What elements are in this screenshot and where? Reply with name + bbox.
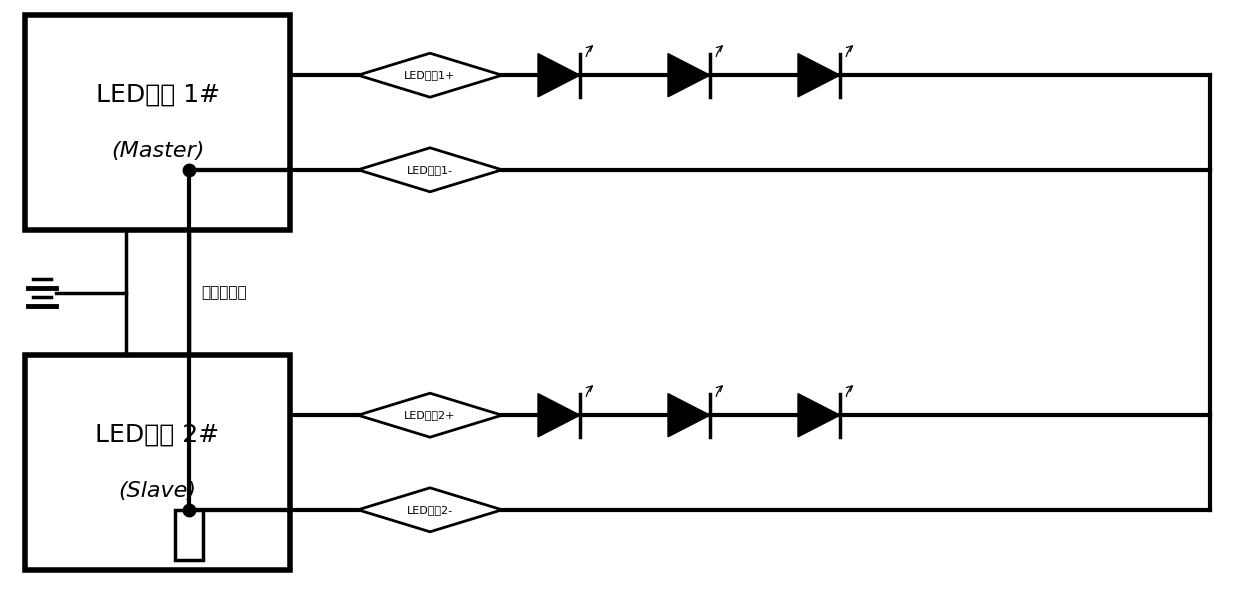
Bar	[25, 355, 290, 570]
Polygon shape	[358, 488, 502, 532]
Bar	[25, 15, 290, 230]
Polygon shape	[358, 53, 502, 97]
Polygon shape	[358, 393, 502, 437]
Text: LED电源2+: LED电源2+	[404, 410, 456, 420]
Polygon shape	[668, 394, 711, 437]
Polygon shape	[799, 394, 839, 437]
Text: LED电源 1#: LED电源 1#	[95, 83, 219, 107]
Text: LED电戈2-: LED电戈2-	[407, 505, 453, 515]
Polygon shape	[538, 394, 580, 437]
Text: LED电源1+: LED电源1+	[404, 70, 455, 80]
Text: LED电源1-: LED电源1-	[407, 165, 453, 175]
Text: 同步信号线: 同步信号线	[201, 285, 247, 300]
Polygon shape	[538, 54, 580, 97]
Polygon shape	[668, 54, 711, 97]
Polygon shape	[799, 54, 839, 97]
Text: LED电源 2#: LED电源 2#	[95, 422, 219, 447]
Bar	[175, 510, 203, 560]
Text: (Slave): (Slave)	[119, 480, 196, 500]
Polygon shape	[358, 148, 502, 192]
Text: (Master): (Master)	[110, 140, 205, 160]
